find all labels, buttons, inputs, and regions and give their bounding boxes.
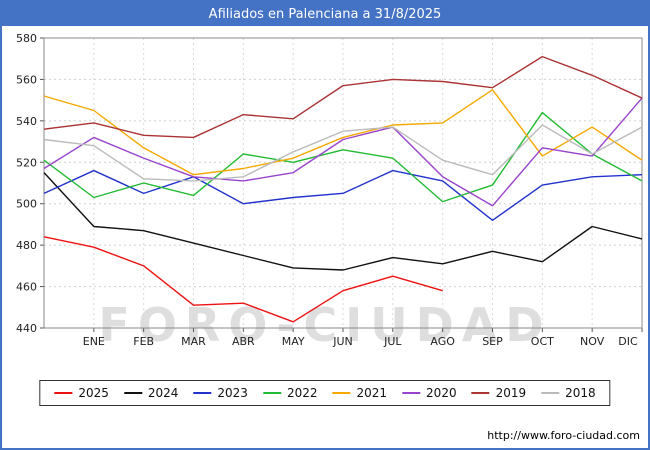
x-tick-label: MAY: [282, 335, 305, 348]
series-line-2024: [43, 172, 643, 271]
y-tick-label: 480: [16, 239, 37, 252]
series-line-2022: [43, 111, 643, 203]
x-tick-label: NOV: [580, 335, 605, 348]
legend-label-2025: 2025: [78, 386, 109, 400]
legend-item-2023[interactable]: 2023: [193, 386, 248, 400]
legend-label-2023: 2023: [217, 386, 248, 400]
legend-swatch-2023: [193, 392, 212, 394]
legend-swatch-2018: [541, 392, 560, 394]
y-tick-label: 560: [16, 73, 37, 86]
x-tick-label: AGO: [430, 335, 455, 348]
legend-label-2021: 2021: [356, 386, 388, 400]
legend-label-2022: 2022: [286, 386, 318, 400]
legend-swatch-2025: [54, 392, 73, 394]
legend: 2025 2024 2023 2022 2021 2020 2019 2018: [39, 380, 611, 406]
legend-label-2020: 2020: [426, 386, 457, 400]
x-tick-label: JUN: [332, 335, 353, 348]
legend-item-2025[interactable]: 2025: [54, 386, 109, 400]
x-tick-label: MAR: [181, 335, 206, 348]
legend-swatch-2024: [123, 392, 142, 394]
legend-label-2019: 2019: [495, 386, 527, 400]
x-tick-label: DIC: [618, 335, 638, 348]
legend-item-2024[interactable]: 2024: [123, 386, 179, 400]
legend-item-2020[interactable]: 2020: [402, 386, 457, 400]
legend-item-2021[interactable]: 2021: [332, 386, 388, 400]
legend-swatch-2020: [402, 392, 421, 394]
legend-swatch-2021: [332, 392, 351, 394]
line-chart: 440 460 480 500 520 540 560 580 ENE FEB MAR ABR MAY J…: [16, 32, 643, 348]
legend-item-2022[interactable]: 2022: [262, 386, 318, 400]
y-tick-label: 460: [16, 281, 37, 294]
y-tick-label: 500: [16, 198, 37, 211]
source-url[interactable]: http://www.foro-ciudad.com: [487, 429, 640, 442]
y-tick-label: 520: [16, 156, 37, 169]
legend-swatch-2019: [471, 392, 490, 394]
legend-item-2019[interactable]: 2019: [471, 386, 527, 400]
x-tick-label: ENE: [83, 335, 105, 348]
legend-label-2018: 2018: [565, 386, 596, 400]
series-line-2020: [43, 97, 643, 207]
page-title: Afiliados en Palenciana a 31/8/2025: [2, 2, 648, 26]
y-tick-label: 440: [16, 322, 37, 335]
chart-area: FORO-CIUDAD 440 460 480 500 520 540 560 580 ENE F…: [2, 26, 648, 366]
series-line-2018: [43, 124, 643, 182]
x-tick-label: ABR: [232, 335, 255, 348]
legend-swatch-2022: [262, 392, 281, 394]
series-line-2019: [43, 55, 643, 139]
legend-item-2018[interactable]: 2018: [541, 386, 596, 400]
x-tick-label: JUL: [383, 335, 402, 348]
watermark: FORO-CIUDAD: [98, 298, 552, 352]
x-tick-label: SEP: [482, 335, 503, 348]
series-line-2025: [43, 236, 443, 323]
x-tick-label: FEB: [133, 335, 154, 348]
y-tick-label: 540: [16, 115, 37, 128]
series-line-2021: [43, 89, 643, 176]
series-line-2023: [43, 169, 643, 221]
y-tick-label: 580: [16, 32, 37, 45]
legend-label-2024: 2024: [147, 386, 179, 400]
x-tick-label: OCT: [531, 335, 554, 348]
